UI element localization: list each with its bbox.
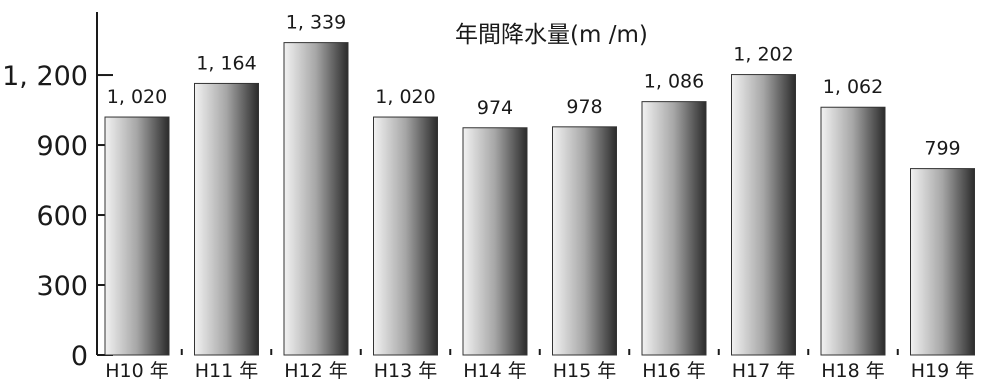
bar: [820, 106, 886, 356]
bar: [552, 126, 617, 356]
y-tick-label: 0: [71, 341, 88, 372]
x-category-label: H18 年: [821, 360, 885, 380]
bar: [283, 42, 349, 356]
y-tick-label: 1, 200: [2, 61, 88, 92]
bar-value-label: 1, 020: [107, 86, 167, 108]
x-category-label: H17 年: [732, 360, 796, 380]
x-category-label: H13 年: [374, 360, 438, 380]
y-tick-label: 300: [36, 271, 88, 302]
bar: [104, 116, 170, 356]
bar-value-label: 974: [477, 97, 513, 119]
bar: [373, 116, 438, 356]
bar: [462, 127, 528, 356]
y-tick-label: 600: [36, 201, 88, 232]
x-category-label: H15 年: [553, 360, 617, 380]
x-category-label: H11 年: [195, 360, 259, 380]
bar-value-label: 1, 020: [375, 86, 435, 108]
bar-value-label: 1, 202: [733, 44, 793, 66]
chart-title: 年間降水量(m /m): [455, 22, 648, 48]
x-category-label: H14 年: [463, 360, 527, 380]
x-category-label: H16 年: [642, 360, 706, 380]
bar-value-label: 799: [924, 138, 960, 160]
bar: [910, 168, 975, 356]
bar-value-label: 1, 339: [286, 12, 346, 34]
bar-value-label: 1, 062: [823, 76, 883, 98]
bar-value-label: 1, 086: [644, 71, 704, 93]
bar: [731, 74, 796, 356]
bar: [641, 101, 707, 356]
bar-value-label: 1, 164: [196, 52, 256, 74]
bar: [194, 82, 259, 356]
x-category-label: H10 年: [105, 360, 169, 380]
x-category-label: H19 年: [911, 360, 975, 380]
bar-value-label: 978: [566, 96, 602, 118]
y-tick-label: 900: [36, 131, 88, 162]
x-category-label: H12 年: [284, 360, 348, 380]
